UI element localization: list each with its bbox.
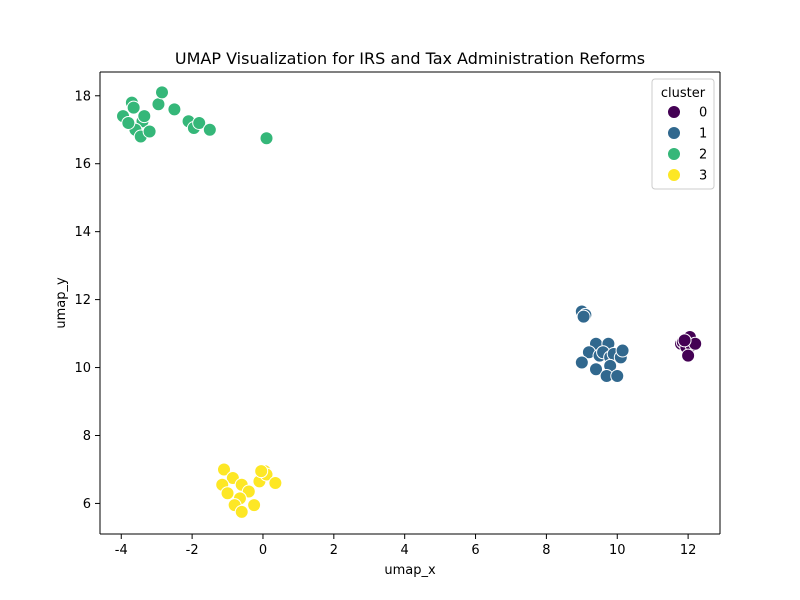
y-tick-label: 18: [74, 89, 91, 104]
y-tick-label: 16: [74, 157, 91, 172]
axes-layer: [99, 71, 721, 535]
legend-label-3: 3: [699, 169, 707, 184]
y-tick-label: 8: [83, 429, 91, 444]
data-point-cluster-2: [121, 115, 136, 130]
data-point-cluster-1: [576, 309, 591, 324]
legend-marker-0: [667, 105, 681, 119]
data-point-cluster-1: [589, 362, 603, 377]
legend-title: cluster: [661, 86, 706, 101]
data-point-cluster-3: [247, 498, 262, 513]
x-tick-label: 4: [401, 543, 409, 558]
plot-area: [100, 72, 720, 534]
x-tick-label: 12: [680, 543, 697, 558]
data-point-cluster-3: [268, 476, 283, 491]
ticks-layer: -4 -2 0 2 4 6 8 10 12 6 8 10 12 14 16 18: [74, 89, 696, 558]
data-point-cluster-2: [192, 115, 207, 130]
y-tick-label: 14: [74, 225, 91, 240]
data-point-cluster-0: [681, 348, 696, 363]
legend-label-0: 0: [699, 106, 707, 121]
chart-title: UMAP Visualization for IRS and Tax Admin…: [175, 49, 645, 68]
data-point-cluster-3: [234, 504, 249, 519]
y-axis-label: umap_y: [54, 277, 69, 329]
data-point-cluster-2: [126, 100, 141, 115]
legend-box: [651, 78, 715, 190]
x-axis-label: umap_x: [384, 563, 436, 578]
y-tick-label: 6: [83, 497, 91, 512]
data-point-cluster-2: [151, 97, 166, 112]
data-point-cluster-1: [610, 369, 625, 384]
data-point-cluster-2: [259, 131, 274, 146]
data-point-cluster-2: [142, 124, 157, 139]
data-point-cluster-2: [155, 85, 169, 100]
data-point-cluster-2: [137, 109, 152, 124]
x-tick-label: -4: [115, 543, 128, 558]
points-layer: [116, 85, 703, 519]
data-point-cluster-2: [202, 122, 217, 137]
legend: cluster 0 1 2 3: [651, 78, 715, 190]
legend-marker-1: [667, 126, 681, 140]
data-point-cluster-0: [677, 333, 692, 348]
x-tick-label: 2: [330, 543, 338, 558]
legend-label-1: 1: [699, 127, 707, 142]
data-point-cluster-2: [167, 102, 182, 117]
data-point-cluster-1: [615, 343, 630, 358]
y-tick-label: 12: [74, 293, 91, 308]
legend-marker-2: [667, 147, 681, 161]
data-point-cluster-1: [574, 355, 589, 370]
legend-marker-3: [667, 168, 681, 182]
data-point-cluster-3: [220, 486, 235, 501]
x-tick-label: 8: [542, 543, 550, 558]
x-tick-label: 0: [259, 543, 267, 558]
x-tick-label: 10: [609, 543, 626, 558]
data-point-cluster-3: [254, 464, 269, 479]
data-point-cluster-3: [217, 462, 231, 477]
x-tick-label: 6: [471, 543, 479, 558]
legend-entries: 0 1 2 3: [667, 105, 707, 184]
y-tick-label: 10: [74, 361, 91, 376]
legend-label-2: 2: [699, 148, 707, 163]
x-tick-label: -2: [186, 543, 199, 558]
